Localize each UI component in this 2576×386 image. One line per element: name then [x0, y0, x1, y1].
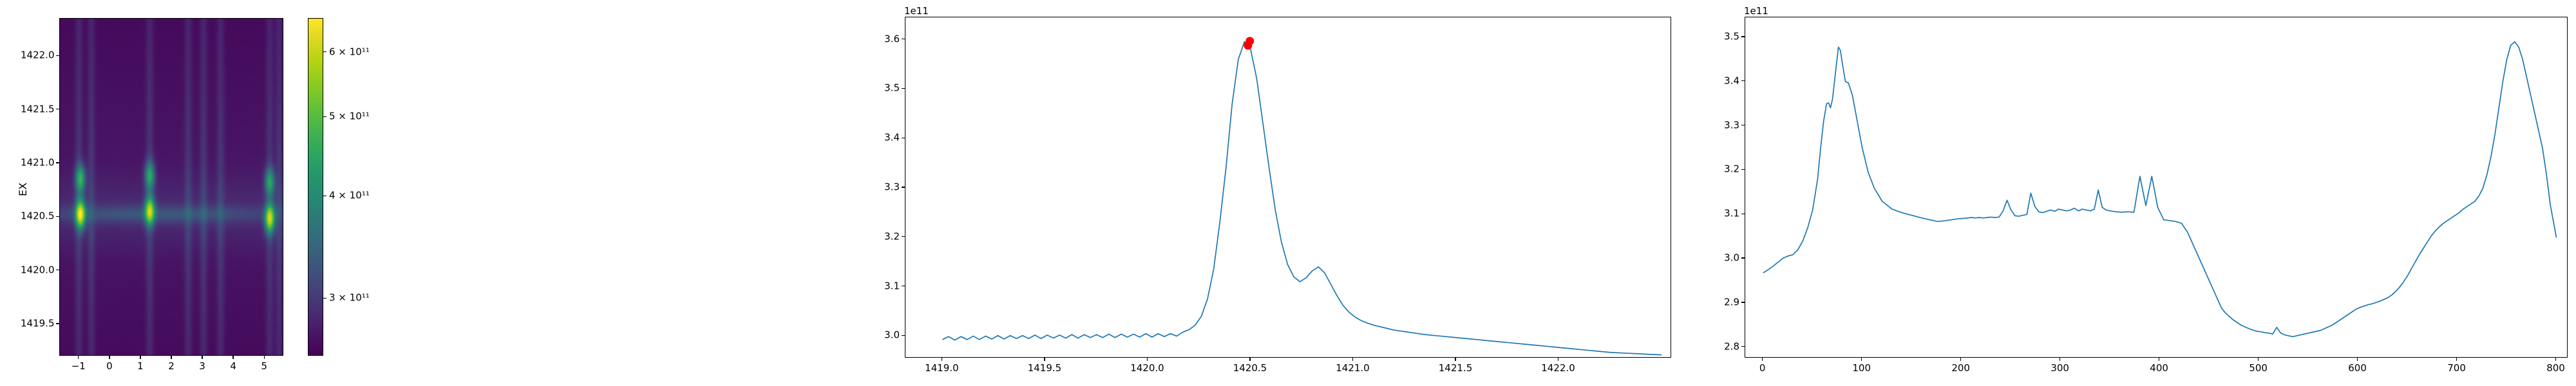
timeseries-y-tick-label: 3.0	[1724, 252, 1739, 264]
colorbar-tickmark	[323, 297, 327, 299]
spectrum-x-tickmark	[1044, 358, 1045, 361]
colorbar-gradient	[308, 19, 323, 355]
timeseries-x-tickmark	[1861, 358, 1862, 361]
timeseries-y-tick-label: 3.2	[1724, 163, 1739, 175]
spectrum-x-tick-label: 1421.5	[1438, 362, 1473, 374]
timeseries-x-tickmark	[2555, 358, 2557, 361]
heatmap-x-tick-label: 3	[199, 360, 205, 372]
panel-dynamic-spectrum: 1419.5 1420.0 1420.5 1421.0 1421.5 1422.0 −1 0…	[0, 0, 721, 386]
spectrum-y-tickmark	[902, 335, 905, 336]
colorbar-tick-label: 3 × 10¹¹	[329, 291, 370, 304]
spectrum-y-tick-label: 3.1	[884, 280, 900, 292]
heatmap-x-tick-label: 4	[230, 360, 236, 372]
timeseries-x-tickmark	[2456, 358, 2458, 361]
heatmap-y-tickmark	[56, 162, 59, 163]
heatmap-x-tickmark	[78, 356, 79, 359]
heatmap-y-axis-label: EX	[17, 182, 29, 196]
timeseries-x-tick-label: 300	[2050, 362, 2069, 374]
spectrum-line	[942, 41, 1662, 356]
spectrum-y-tick-label: 3.2	[884, 230, 900, 243]
spectrum-x-tickmark	[1146, 358, 1148, 361]
spectrum-y-tickmark	[902, 87, 905, 89]
timeseries-y-tick-label: 2.8	[1724, 340, 1739, 353]
heatmap-x-tick-label: 0	[106, 360, 113, 372]
timeseries-y-tick-label: 3.3	[1724, 119, 1739, 131]
timeseries-y-tick-label: 3.4	[1724, 75, 1739, 87]
heatmap-axes	[59, 18, 283, 356]
spectrum-y-tick-label: 3.5	[884, 82, 900, 94]
colorbar-tick-label: 5 × 10¹¹	[329, 110, 370, 122]
peak-marker-2	[1245, 37, 1255, 46]
timeseries-x-tickmark	[1960, 358, 1962, 361]
heatmap-x-tick-label: −1	[71, 360, 86, 372]
timeseries-x-tick-label: 400	[2150, 362, 2168, 374]
spectrum-x-tick-label: 1419.0	[925, 362, 959, 374]
heatmap-y-tick-label: 1420.0	[21, 264, 55, 276]
spectrum-x-tick-label: 1422.0	[1541, 362, 1575, 374]
timeseries-y-tick-label: 3.1	[1724, 207, 1739, 219]
colorbar-tickmark	[323, 116, 327, 117]
timeseries-y-tickmark	[1741, 346, 1745, 347]
spectrum-plot-svg	[942, 37, 1662, 356]
panel-time-series: 1e11	[1700, 0, 2576, 386]
timeseries-x-tickmark	[2257, 358, 2259, 361]
heatmap-y-tick-label: 1419.5	[21, 317, 55, 329]
colorbar	[308, 18, 323, 356]
heatmap-y-tick-label: 1422.0	[21, 49, 55, 61]
timeseries-axes	[1745, 17, 2568, 358]
spectrum-y-tickmark	[902, 236, 905, 237]
timeseries-y-tickmark	[1741, 257, 1745, 259]
heatmap-y-tickmark	[56, 323, 59, 324]
spectrum-y-tick-label: 3.4	[884, 131, 900, 143]
heatmap-x-tick-label: 2	[168, 360, 175, 372]
heatmap-y-tick-label: 1421.0	[21, 156, 55, 169]
timeseries-y-tickmark	[1741, 80, 1745, 82]
colorbar-tick-label: 6 × 10¹¹	[329, 46, 370, 58]
timeseries-offset-text: 1e11	[1744, 5, 1768, 17]
spectrum-x-tick-label: 1419.5	[1027, 362, 1062, 374]
timeseries-x-tick-label: 100	[1852, 362, 1871, 374]
colorbar-tick-label: 4 × 10¹¹	[329, 189, 370, 201]
heatmap-y-tickmark	[56, 216, 59, 217]
heatmap-y-tickmark	[56, 55, 59, 56]
heatmap-x-tick-label: 5	[261, 360, 267, 372]
heatmap-image	[60, 19, 283, 355]
timeseries-x-tick-label: 800	[2546, 362, 2565, 374]
panel-spectrum-profile: 1e11	[837, 0, 1687, 386]
timeseries-line	[1763, 41, 2557, 338]
heatmap-x-tickmark	[263, 356, 265, 359]
spectrum-axes	[905, 17, 1671, 358]
timeseries-x-tick-label: 500	[2249, 362, 2268, 374]
heatmap-y-tick-label: 1421.5	[21, 103, 55, 115]
heatmap-x-tick-label: 1	[137, 360, 144, 372]
spectrum-x-tickmark	[1249, 358, 1251, 361]
timeseries-y-tick-label: 2.9	[1724, 296, 1739, 308]
colorbar-tickmark	[323, 51, 327, 53]
timeseries-x-tick-label: 0	[1759, 362, 1766, 374]
timeseries-x-tick-label: 700	[2447, 362, 2466, 374]
timeseries-y-tickmark	[1741, 36, 1745, 37]
heatmap-y-tick-label: 1420.5	[21, 210, 55, 222]
timeseries-x-tickmark	[2356, 358, 2358, 361]
timeseries-x-tick-label: 600	[2348, 362, 2367, 374]
spectrum-y-tick-label: 3.0	[884, 329, 900, 341]
spectrum-y-tick-label: 3.3	[884, 181, 900, 193]
timeseries-y-tickmark	[1741, 169, 1745, 170]
timeseries-x-tickmark	[1762, 358, 1763, 361]
timeseries-plot-svg	[1763, 41, 2557, 338]
timeseries-x-tick-label: 200	[1951, 362, 1970, 374]
heatmap-x-tickmark	[232, 356, 234, 359]
spectrum-offset-text: 1e11	[904, 5, 929, 17]
spectrum-x-tick-label: 1421.0	[1336, 362, 1370, 374]
timeseries-y-tick-label: 3.5	[1724, 30, 1739, 42]
spectrum-x-tickmark	[1352, 358, 1354, 361]
spectrum-y-tick-label: 3.6	[884, 33, 900, 45]
spectrum-x-tick-label: 1420.0	[1130, 362, 1164, 374]
spectrum-x-tick-label: 1420.5	[1233, 362, 1267, 374]
